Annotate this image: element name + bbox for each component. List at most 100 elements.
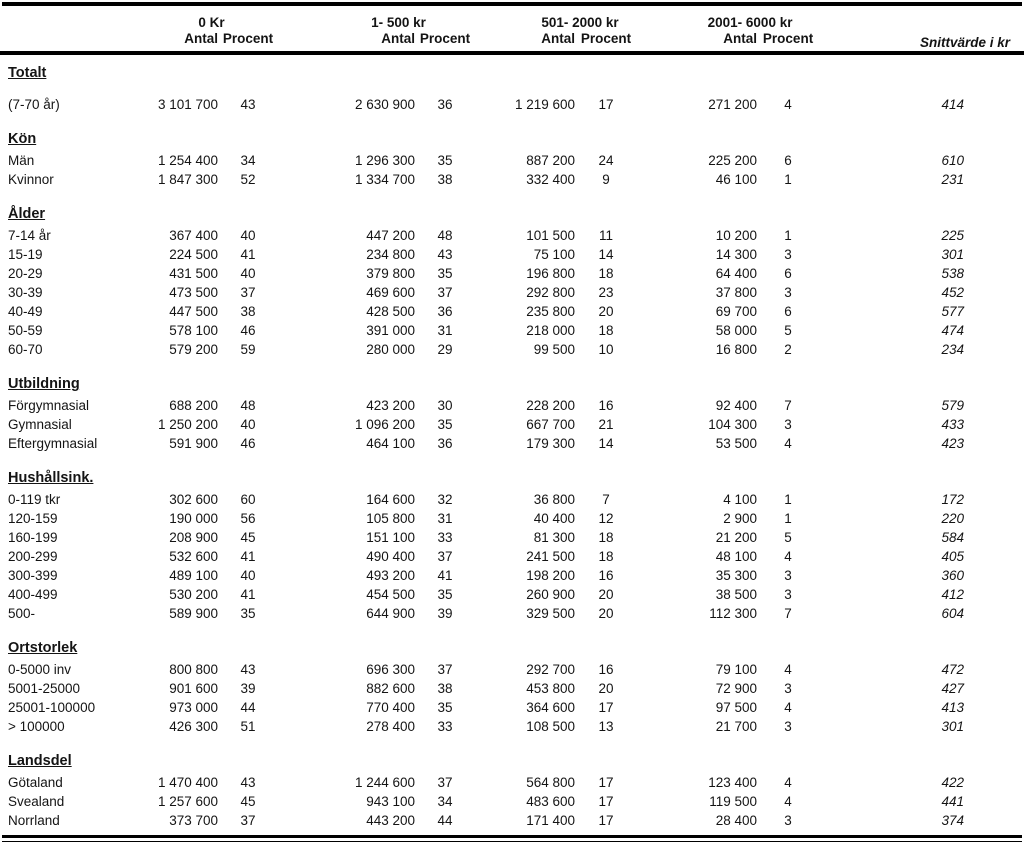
table-row: (7-70 år) 3 101 700 43 2 630 900 36 1 219 600…: [0, 85, 1024, 114]
row-label: Förgymnasial: [8, 398, 90, 413]
antal-cell: 973 000: [169, 700, 218, 715]
antal-cell: 943 100: [366, 794, 416, 809]
antal-cell: 108 500: [526, 719, 576, 734]
snittvarde-cell: 604: [941, 606, 965, 621]
bottom-rule-thick: [2, 835, 1022, 838]
antal-cell: 3 101 700: [157, 97, 218, 112]
antal-cell: 196 800: [526, 266, 576, 281]
row-label: 15-19: [8, 247, 43, 262]
procent-cell: 39: [240, 681, 256, 696]
procent-cell: 43: [240, 662, 256, 677]
snittvarde-cell: 360: [941, 568, 965, 583]
procent-cell: 17: [598, 775, 614, 790]
row-label: 120-159: [8, 511, 58, 526]
table-row: Norrland 373 700 37 443 200 44 171 400 17 28 40…: [0, 811, 1024, 830]
row-label: 0-119 tkr: [8, 492, 61, 507]
procent-cell: 45: [240, 794, 256, 809]
table-row: 20-29 431 500 40 379 800 35 196 800 18 64 400 6 5…: [0, 264, 1024, 283]
antal-cell: 97 500: [715, 700, 758, 715]
column-group-0kr: 0 Kr: [198, 15, 225, 30]
antal-cell: 292 700: [526, 662, 576, 677]
antal-cell: 2 630 900: [354, 97, 416, 112]
procent-cell: 6: [784, 266, 792, 281]
procent-cell: 4: [784, 436, 792, 451]
procent-cell: 18: [598, 323, 614, 338]
antal-cell: 164 600: [366, 492, 416, 507]
row-label: 30-39: [8, 285, 43, 300]
snittvarde-cell: 413: [941, 700, 965, 715]
table-row: 200-299 532 600 41 490 400 37 241 500 18 48 100…: [0, 547, 1024, 566]
antal-cell: 104 300: [708, 417, 758, 432]
procent-cell: 51: [240, 719, 256, 734]
procent-cell: 4: [784, 700, 792, 715]
procent-cell: 3: [784, 681, 792, 696]
antal-cell: 564 800: [526, 775, 576, 790]
procent-cell: 20: [598, 587, 614, 602]
antal-cell: 37 800: [715, 285, 758, 300]
row-label: 25001-100000: [8, 700, 96, 715]
antal-column-header: Antal: [381, 31, 416, 46]
snittvarde-cell: 220: [941, 511, 965, 526]
procent-cell: 35: [437, 153, 453, 168]
antal-cell: 112 300: [709, 606, 758, 621]
table-body: Totalt (7-70 år) 3 101 700 43 2 630 900 36 1 2…: [0, 53, 1024, 830]
procent-cell: 3: [784, 417, 792, 432]
procent-column-header: Procent: [762, 31, 814, 46]
section-header-row: Utbildning: [0, 359, 1024, 396]
snittvarde-cell: 301: [941, 247, 965, 262]
table-row: 5001-25000 901 600 39 882 600 38 453 800 20 72 …: [0, 679, 1024, 698]
procent-cell: 41: [240, 549, 256, 564]
procent-cell: 7: [602, 492, 610, 507]
procent-cell: 4: [784, 97, 792, 112]
statistics-table: 0 Kr 1- 500 kr 501- 2000 kr 2001- 6000 k…: [0, 6, 1024, 830]
snittvarde-cell: 579: [941, 398, 965, 413]
row-label: (7-70 år): [8, 97, 60, 112]
snittvarde-cell: 231: [941, 172, 965, 187]
procent-cell: 31: [437, 323, 453, 338]
procent-cell: 33: [437, 719, 453, 734]
section-header-row: Kön: [0, 114, 1024, 151]
table-row: 160-199 208 900 45 151 100 33 81 300 18 21 200 5…: [0, 528, 1024, 547]
antal-cell: 667 700: [526, 417, 576, 432]
antal-cell: 53 500: [715, 436, 758, 451]
table-row: 40-49 447 500 38 428 500 36 235 800 20 69 700 6 5…: [0, 302, 1024, 321]
procent-cell: 46: [240, 436, 256, 451]
table-row: Svealand 1 257 600 45 943 100 34 483 600 17 119…: [0, 792, 1024, 811]
procent-cell: 11: [599, 228, 614, 243]
procent-cell: 46: [240, 323, 256, 338]
row-label: 5001-25000: [8, 681, 81, 696]
procent-cell: 34: [240, 153, 256, 168]
antal-cell: 99 500: [533, 342, 576, 357]
row-label: Män: [8, 153, 35, 168]
row-label: > 100000: [8, 719, 65, 734]
antal-cell: 190 000: [169, 511, 218, 526]
antal-cell: 332 400: [526, 172, 576, 187]
procent-cell: 7: [784, 606, 792, 621]
antal-cell: 469 600: [366, 285, 416, 300]
table-row: Män 1 254 400 34 1 296 300 35 887 200 24 225 20…: [0, 151, 1024, 170]
antal-cell: 271 200: [708, 97, 758, 112]
antal-cell: 101 500: [526, 228, 576, 243]
antal-cell: 578 100: [169, 323, 218, 338]
procent-cell: 14: [598, 436, 614, 451]
procent-cell: 4: [784, 794, 792, 809]
antal-cell: 225 200: [708, 153, 758, 168]
procent-cell: 35: [437, 700, 453, 715]
antal-cell: 1 296 300: [354, 153, 416, 168]
procent-cell: 14: [598, 247, 614, 262]
table-row: Förgymnasial 688 200 48 423 200 30 228 200 16 9…: [0, 396, 1024, 415]
procent-cell: 24: [598, 153, 614, 168]
section-title: Landsdel: [8, 753, 72, 769]
antal-cell: 278 400: [366, 719, 416, 734]
antal-cell: 579 200: [169, 342, 218, 357]
antal-cell: 1 334 700: [354, 172, 416, 187]
row-label: 500-: [8, 606, 36, 621]
antal-cell: 490 400: [366, 549, 416, 564]
sub-header-row: Antal Procent Antal Procent Antal Procen…: [0, 31, 1024, 53]
table-row: 7-14 år 367 400 40 447 200 48 101 500 11 10 200…: [0, 226, 1024, 245]
table-row: 300-399 489 100 40 493 200 41 198 200 16 35 300…: [0, 566, 1024, 585]
procent-cell: 36: [437, 97, 453, 112]
procent-cell: 44: [240, 700, 256, 715]
procent-cell: 40: [240, 568, 256, 583]
procent-cell: 13: [598, 719, 614, 734]
